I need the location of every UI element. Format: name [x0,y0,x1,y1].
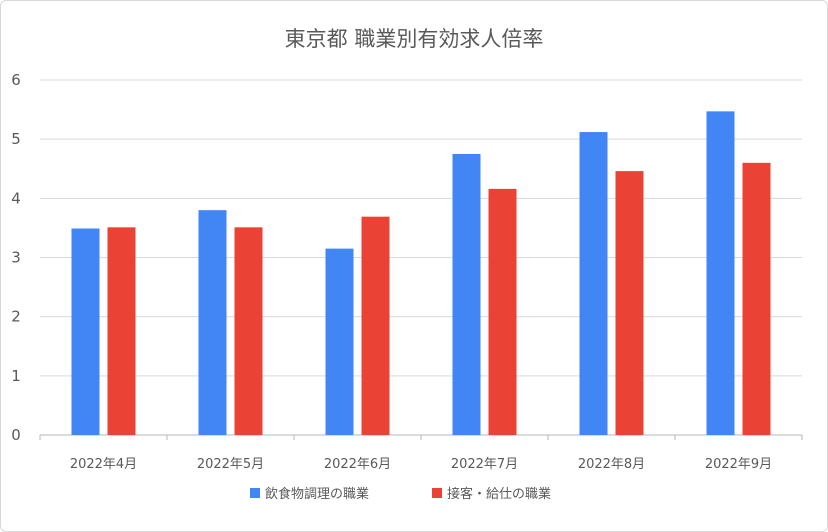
x-tick-label: 2022年9月 [705,457,772,472]
x-tick-label: 2022年8月 [578,457,645,472]
x-tick-label: 2022年7月 [451,457,518,472]
bars [71,111,771,436]
y-axis-ticks: 0 1 2 3 4 5 6 [11,71,21,444]
legend: 飲食物調理の職業 接客・給仕の職業 [250,486,551,502]
bar [615,171,644,435]
bar [361,216,390,435]
x-tick-label: 2022年6月 [324,457,391,472]
x-tick-label: 2022年5月 [197,457,264,472]
legend-label: 飲食物調理の職業 [265,486,369,502]
y-tick-label: 0 [11,426,21,444]
x-axis-labels: 2022年4月 2022年5月 2022年6月 2022年7月 2022年8月 2022年… [70,457,772,472]
y-tick-label: 5 [11,130,21,148]
y-tick-label: 1 [11,367,21,385]
y-tick-label: 3 [11,249,21,267]
bar [742,162,771,436]
bar [107,227,136,435]
legend-label: 接客・給仕の職業 [447,486,551,502]
x-tick-label: 2022年4月 [70,457,137,472]
bar [325,248,354,435]
legend-swatch [250,488,260,498]
y-tick-label: 4 [11,189,21,207]
legend-swatch [432,488,442,498]
bar [706,111,735,435]
bar [579,132,608,436]
bar [234,227,263,435]
y-tick-label: 2 [11,308,21,326]
chart-title: 東京都 職業別有効求人倍率 [285,27,544,51]
bar [198,210,227,435]
bar [452,153,481,436]
bar [488,188,517,435]
gridlines [39,79,803,440]
y-tick-label: 6 [11,71,21,89]
bar [71,228,100,435]
